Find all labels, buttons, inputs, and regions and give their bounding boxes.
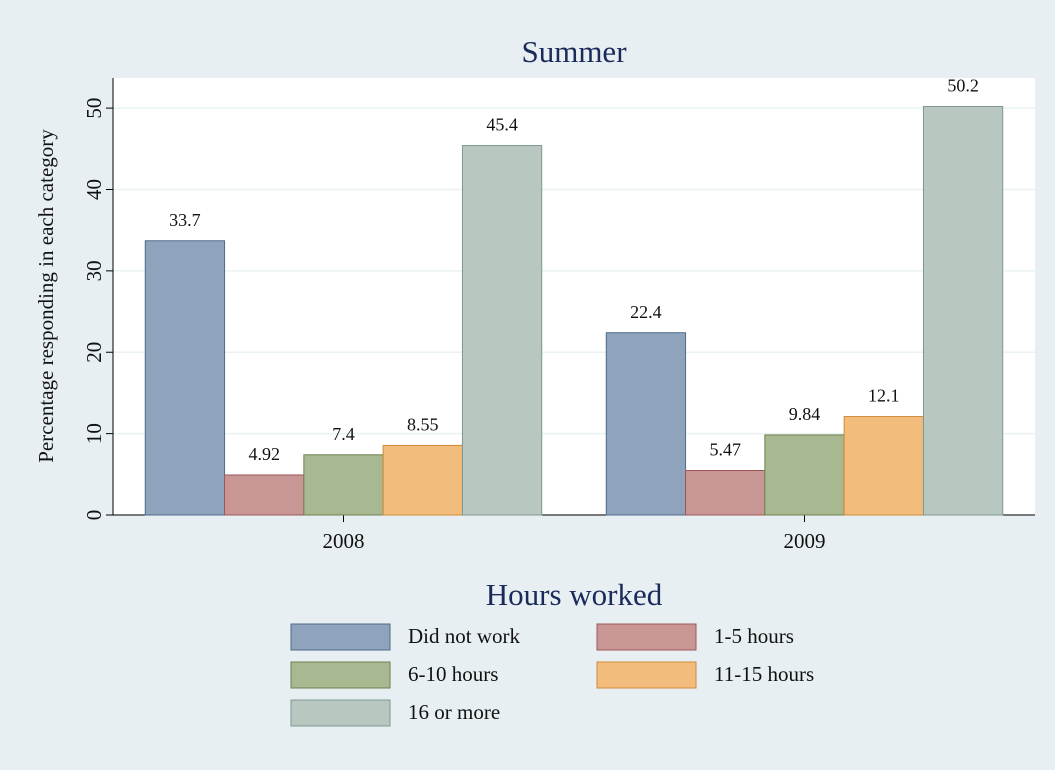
legend-swatch	[290, 623, 391, 651]
legend-label: 16 or more	[408, 700, 500, 724]
value-label: 33.7	[169, 210, 201, 230]
y-tick-label: 10	[82, 423, 106, 444]
bar	[605, 332, 687, 516]
bar	[224, 474, 305, 516]
bar	[144, 240, 226, 516]
bar	[303, 454, 384, 516]
value-label: 12.1	[868, 386, 900, 406]
legend-swatch	[290, 699, 391, 727]
value-label: 50.2	[947, 76, 979, 96]
value-label: 22.4	[630, 302, 662, 322]
x-tick-label: 2009	[784, 529, 826, 553]
bar	[382, 444, 463, 516]
value-label: 4.92	[248, 444, 280, 464]
chart-title: Summer	[521, 34, 627, 69]
legend-label: Did not work	[408, 624, 520, 648]
bar	[922, 105, 1004, 516]
x-tick-label: 2008	[323, 529, 365, 553]
value-label: 45.4	[486, 115, 518, 135]
legend-swatch	[596, 661, 697, 689]
bar	[764, 434, 845, 516]
legend-label: 11-15 hours	[714, 662, 814, 686]
value-label: 8.55	[407, 415, 439, 435]
legend-label: 6-10 hours	[408, 662, 498, 686]
legend-swatch	[290, 661, 391, 689]
bar	[843, 416, 924, 516]
y-tick-label: 0	[82, 510, 106, 521]
bar	[685, 469, 766, 516]
y-tick-label: 30	[82, 260, 106, 281]
legend-swatch	[596, 623, 697, 651]
y-axis-label: Percentage responding in each category	[34, 129, 58, 463]
value-label: 9.84	[789, 404, 821, 424]
legend-title: Hours worked	[486, 577, 663, 612]
y-tick-label: 50	[82, 98, 106, 119]
value-label: 7.4	[332, 424, 355, 444]
value-label: 5.47	[709, 440, 741, 460]
y-tick-label: 20	[82, 342, 106, 363]
legend-label: 1-5 hours	[714, 624, 794, 648]
y-tick-label: 40	[82, 179, 106, 200]
bar	[461, 145, 543, 516]
